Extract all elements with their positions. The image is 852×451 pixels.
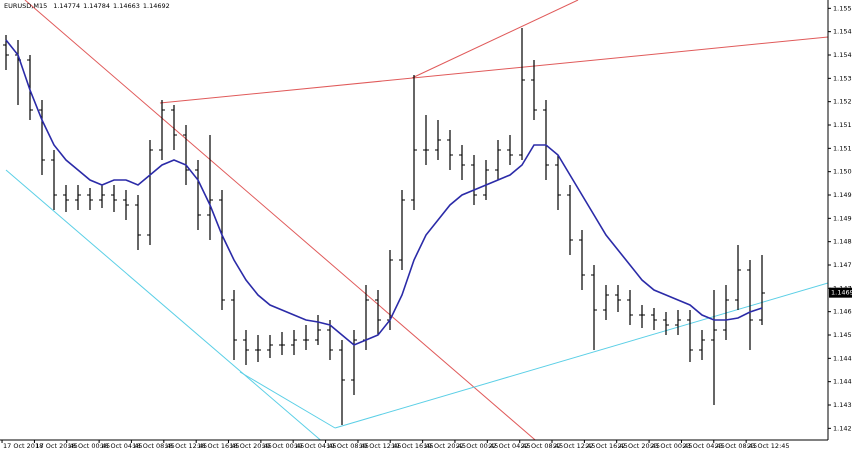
- y-tick-label: 1.15125: [833, 144, 852, 152]
- x-tick-label: 19 Oct 12:45: [359, 442, 401, 450]
- trend-line: [239, 371, 336, 429]
- y-tick-label: 1.15055: [833, 168, 852, 176]
- x-tick-label: 19 Oct 04:45: [294, 442, 336, 450]
- x-tick-label: 22 Oct 04:45: [488, 442, 530, 450]
- y-tick-label: 1.14425: [833, 378, 852, 386]
- x-tick-label: 22 Oct 20:45: [618, 442, 660, 450]
- x-tick-label: 23 Oct 08:45: [715, 442, 757, 450]
- y-tick-label: 1.14355: [833, 401, 852, 409]
- chart-header: EURUSD,M15 1.14774 1.14784 1.14663 1.14692: [4, 2, 170, 10]
- y-tick-label: 1.15475: [833, 28, 852, 36]
- y-tick-label: 1.14495: [833, 354, 852, 362]
- y-tick-label: 1.15195: [833, 121, 852, 129]
- plot-area: [3, 0, 828, 440]
- trend-line: [5, 169, 321, 440]
- x-tick-label: 18 Oct 04:45: [100, 442, 142, 450]
- y-tick-label: 1.14635: [833, 308, 852, 316]
- y-tick-label: 1.14285: [833, 424, 852, 432]
- y-tick-label: 1.15545: [833, 4, 852, 12]
- x-tick-label: 18 Oct 12:45: [165, 442, 207, 450]
- quote-value: 1.14663: [113, 2, 140, 10]
- current-price-box: [829, 287, 852, 298]
- y-tick-label: 1.15335: [833, 74, 852, 82]
- y-tick-label: 1.14565: [833, 331, 852, 339]
- y-tick-label: 1.14915: [833, 214, 852, 222]
- trend-line: [24, 0, 536, 440]
- x-tick-label: 23 Oct 12:45: [747, 442, 789, 450]
- x-tick-label: 19 Oct 20:45: [424, 442, 466, 450]
- trend-line: [411, 0, 579, 79]
- y-tick-label: 1.14985: [833, 191, 852, 199]
- x-tick-label: 19 Oct 00:45: [262, 442, 304, 450]
- quote-value: 1.14692: [143, 2, 170, 10]
- x-tick-label: 18 Oct 00:45: [68, 442, 110, 450]
- x-tick-label: 22 Oct 16:45: [585, 442, 627, 450]
- x-tick-label: 17 Oct 2018: [3, 442, 43, 450]
- moving-average: [5, 39, 763, 346]
- x-tick-label: 17 Oct 20:45: [35, 442, 77, 450]
- x-tick-label: 22 Oct 00:45: [456, 442, 498, 450]
- trend-line: [159, 36, 828, 104]
- quote-value: 1.14784: [83, 2, 110, 10]
- y-tick-label: 1.14845: [833, 238, 852, 246]
- y-tick-label: 1.15405: [833, 51, 852, 59]
- x-tick-label: 19 Oct 16:45: [391, 442, 433, 450]
- x-tick-label: 23 Oct 00:45: [650, 442, 692, 450]
- symbol: EURUSD,M15: [4, 2, 47, 10]
- x-tick-label: 23 Oct 04:45: [682, 442, 724, 450]
- x-tick-label: 18 Oct 20:45: [229, 442, 271, 450]
- x-tick-label: 19 Oct 08:45: [327, 442, 369, 450]
- x-tick-label: 18 Oct 08:45: [132, 442, 174, 450]
- quote-value: 1.14774: [53, 2, 80, 10]
- x-tick-label: 18 Oct 16:45: [197, 442, 239, 450]
- current-price-label: 1.14692: [831, 289, 852, 297]
- trend-line: [334, 282, 828, 429]
- x-tick-label: 22 Oct 12:45: [553, 442, 595, 450]
- y-tick-label: 1.15265: [833, 98, 852, 106]
- x-tick-label: 22 Oct 08:45: [521, 442, 563, 450]
- y-tick-label: 1.14775: [833, 261, 852, 269]
